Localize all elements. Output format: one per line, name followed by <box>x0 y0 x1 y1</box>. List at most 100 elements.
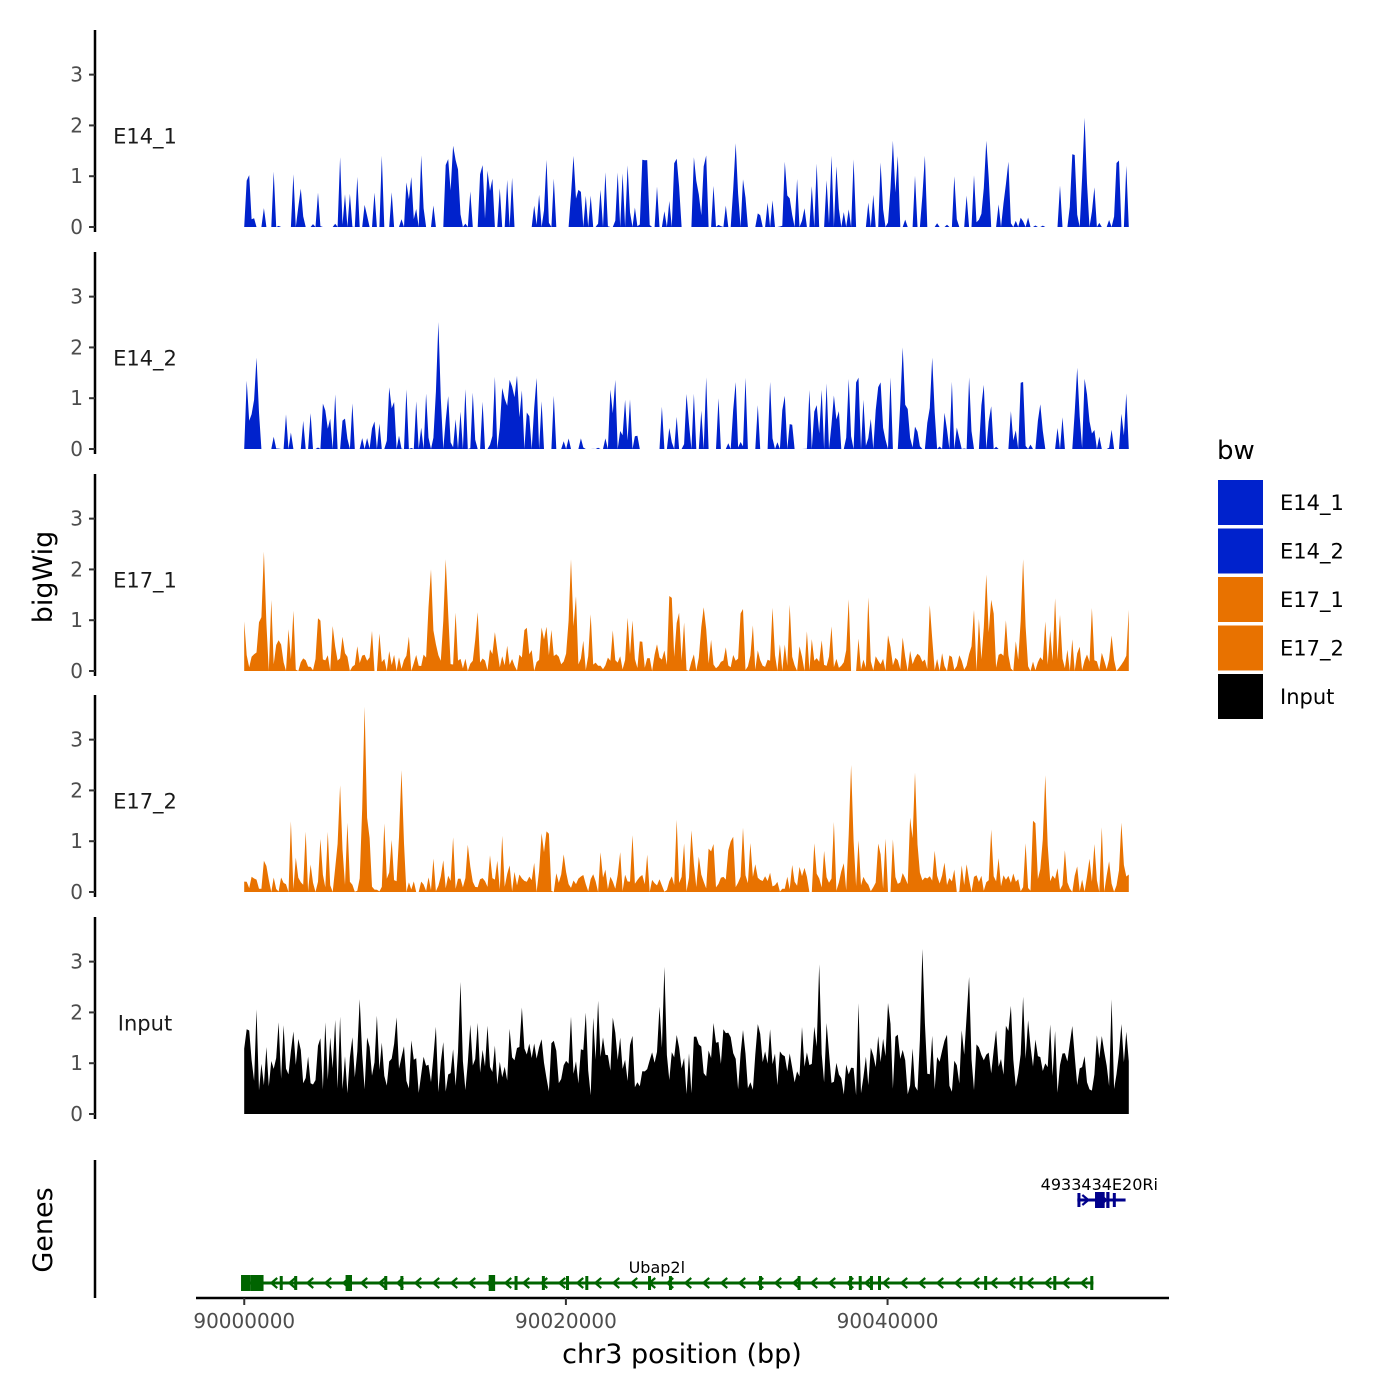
strand-arrow <box>719 1277 728 1289</box>
x-axis-title: chr3 position (bp) <box>562 1339 802 1370</box>
gene-exon-thin <box>869 1276 873 1290</box>
track-e17-2: 0 1 2 3 E17_2 <box>70 695 1129 904</box>
strand-arrow <box>413 1277 422 1289</box>
strand-arrow <box>701 1277 710 1289</box>
strand-arrow <box>1025 1277 1034 1289</box>
gene-exon-thin <box>1112 1193 1116 1207</box>
strand-arrow <box>917 1277 926 1289</box>
gene-exon <box>1106 1192 1110 1208</box>
legend-swatch <box>1218 528 1263 574</box>
strand-arrow <box>629 1277 638 1289</box>
y-tick-label: 0 <box>70 437 83 461</box>
strand-arrow <box>1061 1277 1070 1289</box>
gene-exon-thin <box>1019 1276 1023 1290</box>
gene-exon <box>1095 1192 1105 1208</box>
signal-area <box>244 117 1129 227</box>
strand-arrow <box>467 1277 476 1289</box>
strand-arrow <box>1079 1277 1088 1289</box>
gene-exon-thin <box>759 1276 763 1290</box>
track-e17-1: 0 1 2 3 E17_1 <box>70 474 1129 683</box>
legend-label: E17_1 <box>1280 588 1344 613</box>
gene-exon <box>345 1275 353 1291</box>
gene-4933434e20rik: 4933434E20Ri <box>1041 1175 1158 1208</box>
strand-arrow <box>1081 1194 1091 1206</box>
strand-arrow <box>323 1277 332 1289</box>
y-axis-title: bigWig <box>28 531 59 624</box>
strand-arrow <box>1043 1277 1052 1289</box>
strand-arrow <box>827 1277 836 1289</box>
legend-title: bw <box>1217 436 1255 466</box>
gene-exon <box>241 1275 251 1291</box>
y-tick-label: 3 <box>70 950 83 974</box>
y-tick-label: 2 <box>70 1000 83 1024</box>
gene-exon-thin <box>541 1276 545 1290</box>
track-label: E14_1 <box>113 125 177 150</box>
x-tick-label: 90000000 <box>193 1309 295 1333</box>
legend-swatch <box>1218 480 1263 525</box>
gene-exon-thin <box>984 1276 988 1290</box>
y-tick-label: 0 <box>70 659 83 683</box>
strand-arrow <box>305 1277 314 1289</box>
strand-arrow <box>431 1277 440 1289</box>
signal-area <box>244 706 1129 892</box>
y-tick-label: 3 <box>70 285 83 309</box>
x-tick-label: 90020000 <box>515 1309 617 1333</box>
legend-entry: E17_1 <box>1218 577 1344 622</box>
strand-arrow <box>791 1277 800 1289</box>
track-e14-1: 0 1 2 3 E14_1 <box>70 30 1129 239</box>
strand-arrow <box>971 1277 980 1289</box>
gene-exon-thin <box>279 1276 283 1290</box>
legend-label: E14_1 <box>1280 491 1344 516</box>
gene-exon-thin <box>566 1276 570 1290</box>
gene-exon-thin <box>514 1276 518 1290</box>
genes-track: Ubap2l 4933434E20Ri <box>93 1160 1158 1298</box>
bigwig-tracks: 0 1 2 3 E14_1 0 1 2 3 E14_2 0 1 2 3 E17_1 0 1 2 3 E17_2 0 1 2 3… <box>70 30 1129 1126</box>
track-label: E17_1 <box>113 569 177 594</box>
legend: bw E14_1 E14_2 E17_1 E17_2 Input <box>1217 436 1344 719</box>
strand-arrow <box>449 1277 458 1289</box>
gene-exon-thin <box>1053 1276 1057 1290</box>
y-tick-label: 0 <box>70 215 83 239</box>
strand-arrow <box>287 1277 296 1289</box>
y-tick-label: 2 <box>70 557 83 581</box>
y-tick-label: 1 <box>70 1051 83 1075</box>
strand-arrow <box>881 1277 890 1289</box>
strand-arrow <box>683 1277 692 1289</box>
y-tick-label: 3 <box>70 507 83 531</box>
y-tick-label: 2 <box>70 335 83 359</box>
strand-arrow <box>989 1277 998 1289</box>
strand-arrow <box>899 1277 908 1289</box>
gene-exon-thin <box>585 1276 589 1290</box>
y-tick-label: 0 <box>70 1102 83 1126</box>
strand-arrow <box>809 1277 818 1289</box>
strand-arrow <box>953 1277 962 1289</box>
gene-exon-thin <box>384 1276 388 1290</box>
gene-name-label: Ubap2l <box>629 1258 685 1277</box>
y-tick-label: 1 <box>70 608 83 632</box>
strand-arrow <box>521 1277 530 1289</box>
strand-arrow <box>737 1277 746 1289</box>
y-tick-label: 3 <box>70 728 83 752</box>
gene-exon-thin <box>858 1276 862 1290</box>
signal-area <box>244 948 1129 1114</box>
track-label: E14_2 <box>113 347 177 372</box>
strand-arrow <box>539 1277 548 1289</box>
signal-area <box>244 551 1129 671</box>
y-tick-label: 2 <box>70 113 83 137</box>
legend-entry: E17_2 <box>1218 625 1344 671</box>
y-tick-label: 1 <box>70 386 83 410</box>
strand-arrow <box>575 1277 584 1289</box>
x-tick-label: 90040000 <box>837 1309 939 1333</box>
y-tick-label: 2 <box>70 778 83 802</box>
y-tick-label: 1 <box>70 829 83 853</box>
legend-label: Input <box>1280 685 1334 709</box>
strand-arrow <box>863 1277 872 1289</box>
y-tick-label: 1 <box>70 164 83 188</box>
legend-label: E17_2 <box>1280 637 1344 662</box>
x-axis: 90000000 90020000 90040000 <box>193 1296 1169 1333</box>
gene-exon-thin <box>1077 1193 1081 1207</box>
y-tick-label: 0 <box>70 880 83 904</box>
legend-swatch <box>1218 577 1263 622</box>
legend-label: E14_2 <box>1280 540 1344 565</box>
